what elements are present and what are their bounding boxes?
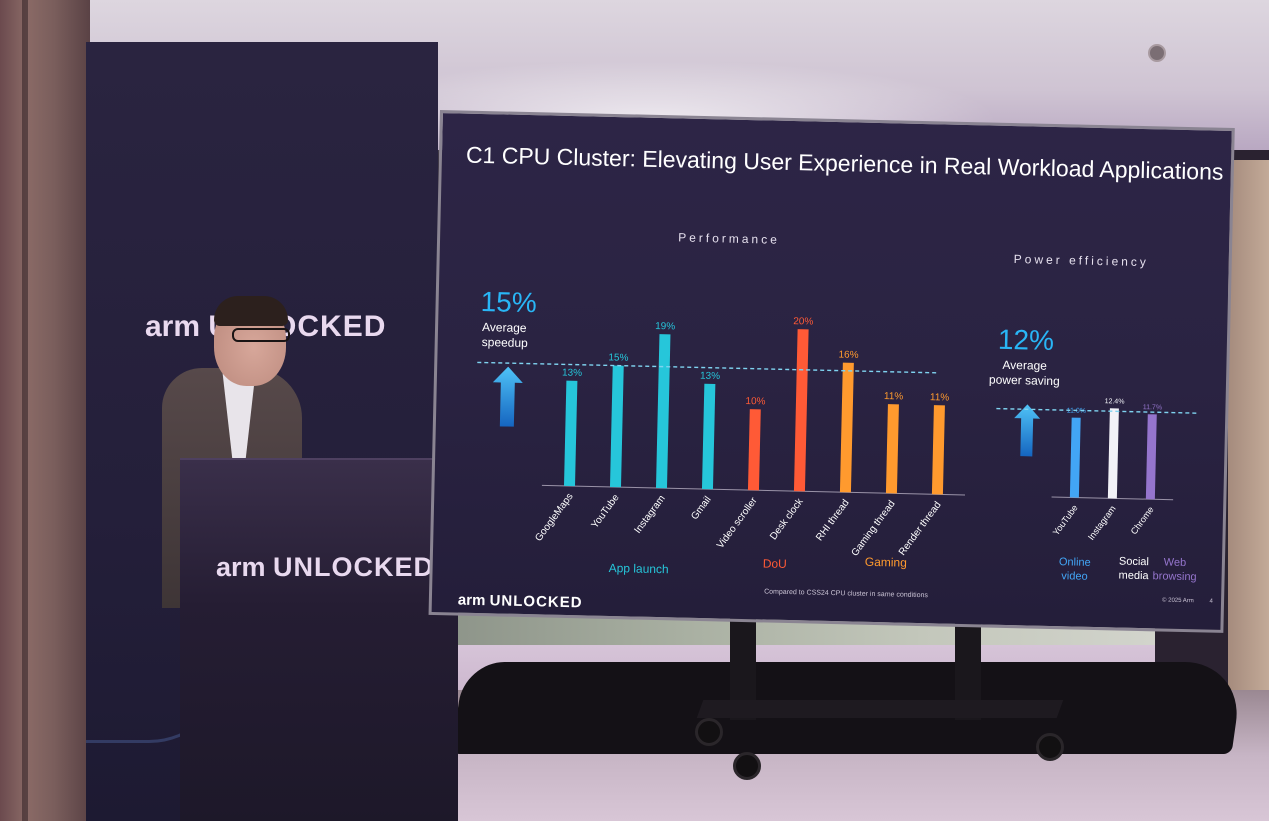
- slide-logo-unlocked: UNLOCKED: [489, 592, 583, 612]
- perf-bar-render-thread: [931, 405, 945, 495]
- slide-logo: arm UNLOCKED: [458, 592, 583, 612]
- power-category-label-chrome: Chrome: [1129, 505, 1156, 537]
- group-label-dou: DoU: [762, 556, 787, 571]
- presenter-glasses: [232, 328, 290, 342]
- power-bar-youtube: [1069, 417, 1081, 498]
- display-screen: C1 CPU Cluster: Elevating User Experienc…: [428, 110, 1235, 633]
- charts: 13% GoogleMaps 15% YouTube 19% Instagram 13% Gm…: [477, 316, 1197, 559]
- stand-base: [696, 700, 1064, 718]
- power-value-label-instagram: 12.4%: [1105, 398, 1125, 405]
- group-label-gaming: Gaming: [864, 554, 908, 570]
- right-wall: [1228, 160, 1269, 720]
- slide-copyright: © 2025 Arm 4: [1162, 598, 1213, 605]
- podium: [180, 458, 458, 821]
- power-group-social-media-line1: Social: [1118, 555, 1150, 569]
- power-category-label-instagram: Instagram: [1086, 504, 1118, 542]
- banner-logo-arm: arm: [145, 310, 201, 343]
- power-category-label-youtube: YouTube: [1051, 503, 1080, 537]
- power-group-social-media: Social media: [1118, 555, 1149, 584]
- perf-value-label-desk-clock: 20%: [793, 316, 813, 327]
- perf-category-label-gmail: Gmail: [689, 495, 713, 523]
- perf-bar-youtube: [609, 365, 624, 488]
- perf-bar-rhi-thread: [839, 362, 854, 493]
- power-bar-chrome: [1145, 414, 1157, 500]
- perf-bar-gmail: [701, 383, 716, 490]
- power-group-web-browsing: Web browsing: [1152, 555, 1197, 584]
- power-group-social-media-line2: media: [1118, 569, 1149, 583]
- power-average-line: [996, 407, 1197, 414]
- perf-value-label-googlemaps: 13%: [562, 368, 582, 379]
- power-group-online-video-line2: video: [1061, 570, 1088, 583]
- power-saving-arrow-icon: [1014, 404, 1041, 457]
- perf-category-label-instagram: Instagram: [632, 493, 667, 535]
- power-bar-instagram: [1107, 408, 1119, 499]
- copyright-text: © 2025 Arm: [1161, 597, 1194, 605]
- perf-value-label-render-thread: 11%: [930, 392, 950, 403]
- perf-value-label-instagram: 19%: [655, 321, 675, 332]
- left-wall: [0, 0, 90, 821]
- power-group-web-browsing-line2: browsing: [1152, 570, 1197, 584]
- perf-category-label-desk-clock: Desk clock: [768, 496, 806, 542]
- podium-logo-unlocked: UNLOCKED: [273, 552, 435, 582]
- perf-value-label-gmail: 13%: [700, 371, 720, 382]
- power-group-online-video-line1: Online: [1058, 556, 1091, 569]
- perf-bar-instagram: [655, 334, 671, 489]
- perf-category-label-render-thread: Render thread: [897, 500, 944, 558]
- stand-wheel: [695, 718, 723, 746]
- stand-wheel: [733, 752, 761, 780]
- perf-category-label-gaming-thread: Gaming thread: [850, 499, 898, 559]
- perf-category-label-youtube: YouTube: [590, 492, 622, 531]
- power-group-online-video: Online video: [1058, 555, 1091, 584]
- stand-wheel: [1036, 733, 1064, 761]
- power-value-label-chrome: 11.7%: [1143, 404, 1162, 411]
- wall-panel-seam: [22, 0, 28, 821]
- perf-bar-video-scroller: [747, 409, 761, 491]
- perf-bar-gaming-thread: [885, 404, 899, 494]
- power-group-web-browsing-line1: Web: [1163, 556, 1187, 570]
- perf-value-label-video-scroller: 10%: [745, 396, 765, 407]
- group-label-app-launch: App launch: [608, 560, 669, 577]
- sprinkler-icon: [1148, 44, 1166, 62]
- perf-category-label-video-scroller: Video scroller: [715, 495, 760, 551]
- perf-value-label-youtube: 15%: [608, 352, 628, 363]
- perf-bar-googlemaps: [564, 380, 578, 487]
- power-value-label-youtube: 11.0%: [1067, 407, 1086, 414]
- perf-category-label-googlemaps: GoogleMaps: [533, 491, 575, 543]
- perf-value-label-gaming-thread: 11%: [884, 391, 904, 402]
- podium-logo-arm: arm: [216, 552, 266, 582]
- perf-bar-desk-clock: [793, 329, 809, 492]
- slide-logo-arm: arm: [457, 591, 486, 610]
- page-number: 4: [1209, 598, 1213, 605]
- speedup-arrow-icon: [492, 366, 523, 427]
- perf-value-label-rhi-thread: 16%: [838, 350, 858, 361]
- presenter-hair: [214, 296, 288, 326]
- perf-category-label-rhi-thread: RHI thread: [814, 498, 851, 543]
- podium-logo: arm UNLOCKED: [216, 552, 434, 583]
